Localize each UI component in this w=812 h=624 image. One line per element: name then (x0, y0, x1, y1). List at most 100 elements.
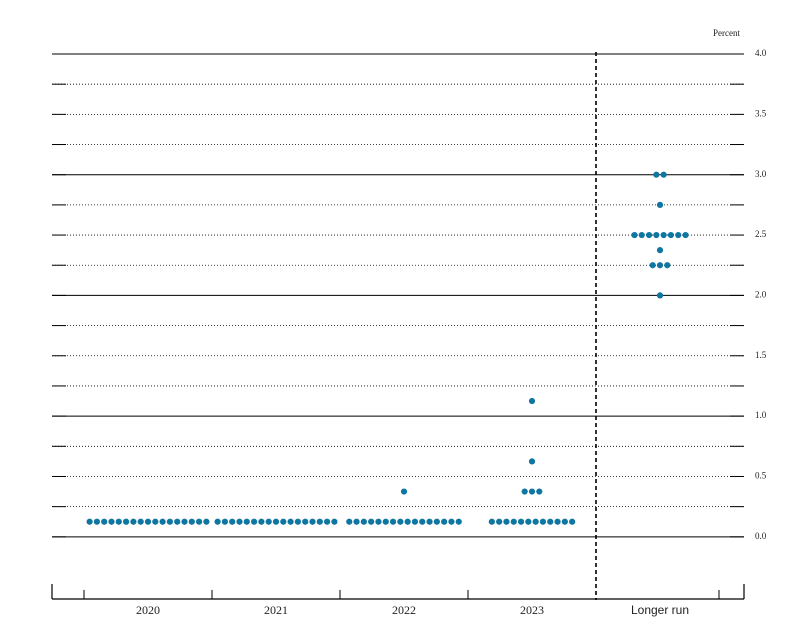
dot (536, 488, 543, 495)
dot (265, 518, 272, 525)
dot (316, 518, 323, 525)
dot (532, 518, 539, 525)
dot (360, 518, 367, 525)
dot (455, 518, 462, 525)
dot (656, 201, 664, 208)
dot (144, 518, 152, 525)
dot (251, 518, 258, 525)
y-tick-label: 0.0 (755, 531, 767, 541)
dot (645, 231, 653, 239)
dot (382, 518, 389, 525)
dot (397, 518, 404, 525)
dot (243, 518, 250, 525)
dot (653, 231, 660, 239)
dot (488, 518, 495, 525)
dot (554, 518, 561, 525)
dot (561, 518, 568, 525)
dot (656, 247, 664, 254)
dot (294, 518, 301, 525)
dot (86, 518, 93, 525)
dot (404, 518, 411, 525)
dot (324, 518, 331, 525)
dot (108, 518, 115, 525)
y-tick-label: 1.5 (755, 350, 767, 360)
dot (653, 171, 660, 178)
dot (166, 518, 173, 525)
dot (375, 518, 382, 525)
dot (411, 518, 419, 525)
y-tick-label: 3.0 (755, 169, 767, 179)
x-tick-label: Longer run (631, 603, 689, 617)
y-tick-label: 4.0 (755, 48, 767, 58)
dot (272, 518, 280, 525)
dot (569, 518, 576, 525)
dot (309, 518, 316, 525)
dot (123, 518, 130, 525)
dot (496, 518, 503, 525)
dot (137, 518, 144, 525)
dot (181, 518, 188, 525)
dot (503, 518, 510, 525)
dot (631, 231, 638, 239)
dot (93, 518, 100, 525)
y-tick-label: 1.0 (755, 410, 767, 420)
dot (159, 518, 166, 525)
x-tick-label: 2023 (520, 603, 544, 617)
y-tick-label: 2.5 (755, 229, 767, 239)
dot (433, 518, 440, 525)
dot (196, 518, 203, 525)
dot (130, 518, 137, 525)
dot (510, 518, 517, 525)
dot (426, 518, 433, 525)
dot (539, 518, 547, 525)
dot (302, 518, 309, 525)
dot (675, 231, 682, 239)
dot (115, 518, 122, 525)
dot (221, 518, 228, 525)
dot (667, 231, 675, 239)
dot (547, 518, 554, 525)
x-tick-label: 2021 (264, 603, 288, 617)
dot (525, 518, 532, 525)
dot (400, 488, 408, 495)
dot (660, 171, 667, 178)
dot (441, 518, 448, 525)
dot (287, 518, 294, 525)
dot (448, 518, 455, 525)
dot (389, 518, 397, 525)
dot (280, 518, 287, 525)
dot (258, 518, 265, 525)
dot (353, 518, 360, 525)
dot (664, 262, 671, 269)
dot (656, 292, 664, 299)
dot (419, 518, 426, 525)
dot (528, 488, 536, 495)
dot (528, 458, 536, 465)
x-tick-label: 2022 (392, 603, 416, 617)
dot (638, 231, 645, 239)
dot (682, 231, 689, 239)
dot (101, 518, 108, 525)
dot (517, 518, 525, 525)
dot (660, 231, 667, 239)
dot (174, 518, 181, 525)
dot (236, 518, 243, 525)
dot (521, 488, 528, 495)
dot (188, 518, 195, 525)
y-tick-label: 0.5 (755, 471, 767, 481)
x-tick-label: 2020 (136, 603, 160, 617)
y-axis-label: Percent (713, 28, 740, 38)
dot (203, 518, 210, 525)
dot (214, 518, 221, 525)
dot (368, 518, 375, 525)
dot (331, 518, 338, 525)
dot (346, 518, 353, 525)
dot (229, 518, 236, 525)
y-tick-label: 2.0 (755, 289, 767, 299)
dot (528, 397, 536, 405)
dot (656, 262, 664, 269)
dot (152, 518, 159, 525)
dot (649, 262, 656, 269)
y-tick-label: 3.5 (755, 108, 767, 118)
